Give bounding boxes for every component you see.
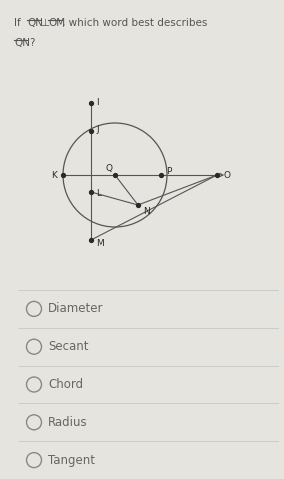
Text: , which word best describes: , which word best describes <box>62 18 207 28</box>
Text: QN?: QN? <box>14 38 36 48</box>
Text: Secant: Secant <box>48 340 89 353</box>
Text: If: If <box>14 18 24 28</box>
Text: L: L <box>96 190 101 198</box>
Text: QN: QN <box>27 18 43 28</box>
Text: P: P <box>166 167 171 175</box>
Text: K: K <box>51 171 57 180</box>
Text: ⊥: ⊥ <box>40 18 49 28</box>
Text: M: M <box>96 239 104 248</box>
Text: Q: Q <box>105 164 112 173</box>
Text: OM: OM <box>48 18 65 28</box>
Text: J: J <box>96 125 99 135</box>
Text: Tangent: Tangent <box>48 454 95 467</box>
Text: Diameter: Diameter <box>48 302 103 315</box>
Text: O: O <box>224 171 231 180</box>
Text: Chord: Chord <box>48 378 83 391</box>
Text: N: N <box>143 206 150 216</box>
Text: Radius: Radius <box>48 416 88 429</box>
Text: I: I <box>96 98 99 106</box>
